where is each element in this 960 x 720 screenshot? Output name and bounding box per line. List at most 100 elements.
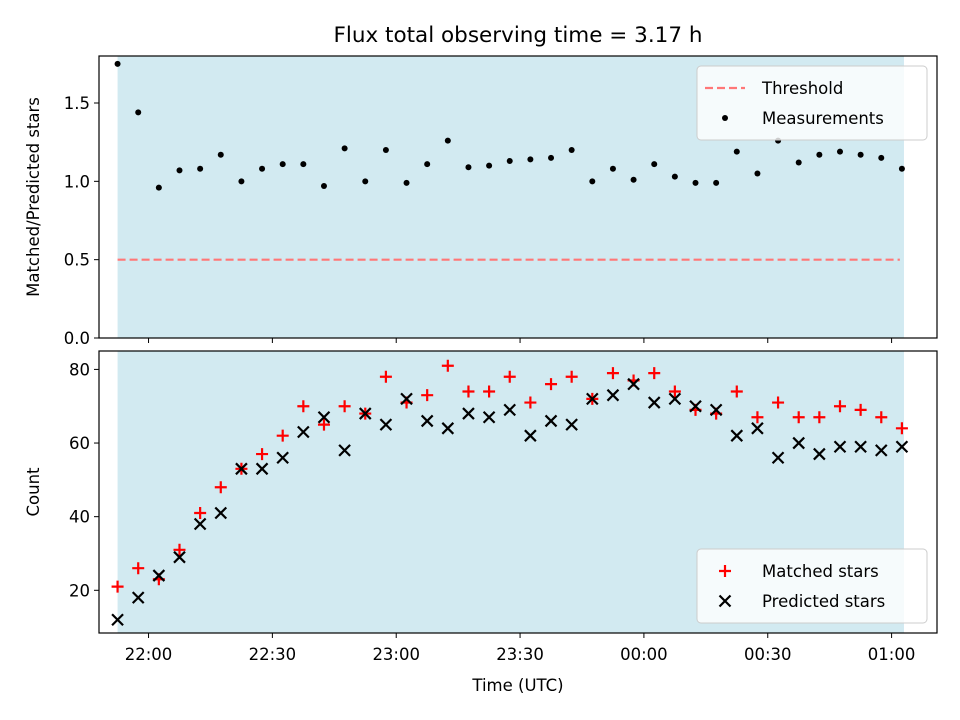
y-axis-label: Matched/Predicted stars [24,97,43,297]
data-point [486,162,493,169]
figure-title: Flux total observing time = 3.17 h [334,23,703,48]
y-tick-label: 0.5 [64,251,90,270]
x-tick-label: 22:00 [125,645,173,664]
data-point [214,481,227,494]
legend: Matched stars Predicted stars [696,548,928,624]
data-point [589,178,596,185]
data-point [668,385,681,398]
data-point [813,411,826,424]
data-point [441,359,454,372]
legend-swatch [719,565,731,577]
y-tick-label: 80 [69,360,90,379]
plot-frame [98,350,938,634]
data-point [627,377,640,391]
data-point [527,156,534,163]
data-point [297,400,310,413]
data-point [317,410,331,424]
data-point [568,147,575,153]
y-tick-label: 20 [69,581,90,600]
legend-label: Measurements [762,109,884,128]
data-point [135,109,142,116]
data-point [358,407,372,420]
data-point [771,451,785,465]
data-point [648,367,661,380]
legend-box [696,548,928,624]
data-point [379,370,392,383]
data-point [524,396,537,409]
data-point [606,388,620,402]
data-point [420,414,434,428]
legend-swatch [718,594,732,608]
data-point [751,422,764,435]
data-point [730,385,743,398]
data-point [214,506,228,520]
data-point [403,179,410,186]
x-tick-label: 23:30 [496,645,544,664]
data-point [155,184,162,191]
data-point [503,370,516,383]
legend-label: Predicted stars [762,592,885,611]
data-point [317,418,330,431]
data-point [197,165,204,172]
data-point [424,161,431,168]
data-point [259,165,266,172]
data-point [111,580,124,593]
data-point [836,148,843,155]
data-point [462,385,475,398]
data-point [895,440,909,453]
x-tick-label: 01:00 [868,645,916,664]
data-point [338,400,351,413]
data-point [813,447,826,461]
y-tick-label: 1.5 [64,94,90,113]
legend: Threshold Measurements [696,65,928,141]
data-point [255,462,269,476]
data-point [874,444,888,457]
data-point [647,396,661,409]
data-point [217,151,224,158]
data-point [235,462,248,476]
data-point [875,411,888,424]
x-tick-label: 00:00 [620,645,668,664]
data-point [713,179,720,186]
data-point [857,151,864,158]
x-tick-label: 00:30 [744,645,792,664]
data-point [362,178,369,185]
data-point [833,400,846,413]
data-point [238,178,245,185]
data-point [421,389,434,402]
data-point [792,411,805,424]
data-point [194,506,207,519]
data-point [730,429,744,442]
y-axis-label: Count [24,467,43,517]
data-point [176,167,183,174]
data-point [382,147,389,153]
x-axis-label: Time (UTC) [471,676,563,695]
data-point [379,418,393,431]
plot-frame [98,55,938,339]
y-tick-label: 0.0 [64,329,90,348]
data-point [483,385,496,398]
count-panel: 20 40 60 80 22:00 22:30 23:00 23:30 00:00 00:30 01… [24,350,938,695]
series-predicted-stars [111,377,909,627]
data-point [689,399,702,413]
data-point [506,157,513,164]
data-point [462,407,475,420]
legend-label: Threshold [761,79,843,98]
data-point [276,451,289,465]
data-point [545,378,558,391]
data-point [586,392,599,406]
data-point [630,176,637,183]
data-point [279,161,286,168]
data-point [792,436,805,450]
data-point [833,440,847,453]
data-point [341,145,348,152]
data-point [338,444,351,457]
y-tick-label: 60 [69,434,90,453]
series-measurements [114,60,905,191]
data-point [733,148,740,155]
data-point [300,161,307,168]
data-point [503,403,517,417]
data-point [297,425,310,439]
data-point [668,392,682,406]
